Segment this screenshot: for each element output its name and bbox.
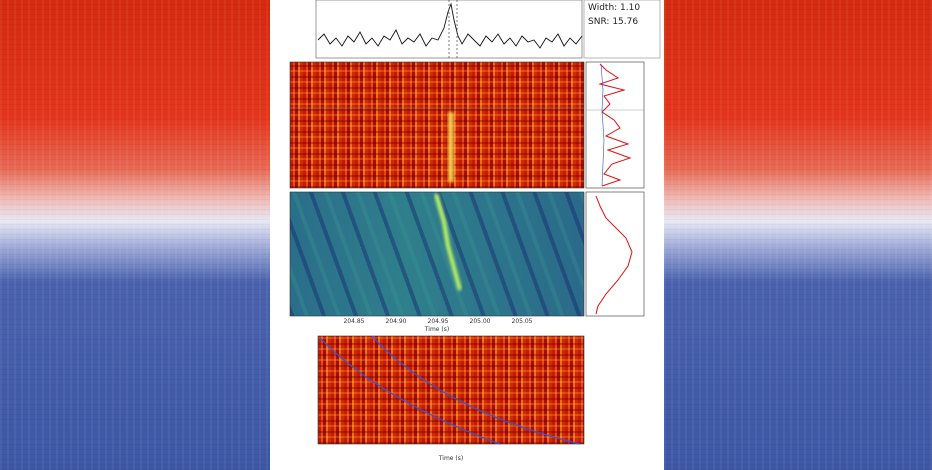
dispersion-curve [371,335,581,445]
x-axis-label: Time (s) [438,455,463,462]
x-tick-label: 204.95 [428,318,449,325]
x-tick-label: 204.85 [344,318,365,325]
x-tick-label: 205.05 [512,318,533,325]
spectrum-frame [585,61,645,189]
frame [317,335,585,445]
spectrum-line-blue [600,63,605,187]
heatmap-bottom [318,336,584,444]
x-tick-label: 205.00 [470,318,491,325]
spectrum-line [598,63,632,187]
dm-frame [585,191,645,317]
info-text: Width: 1.10 [588,3,640,13]
info-box [583,0,661,59]
heatmap-top [290,62,584,188]
background-left [0,0,270,470]
profile-line [317,2,583,49]
frame [289,191,585,317]
dm-curve [595,195,633,315]
heatmap-middle [290,192,584,316]
pulse [448,112,454,182]
info-text: SNR: 15.76 [588,17,638,27]
frame [289,61,585,189]
x-axis-label: Time (s) [424,326,449,333]
x-tick-label: 204.90 [386,318,407,325]
background-right [664,0,932,470]
dispersion-curve [319,337,501,445]
dispersed-pulse [434,193,462,291]
